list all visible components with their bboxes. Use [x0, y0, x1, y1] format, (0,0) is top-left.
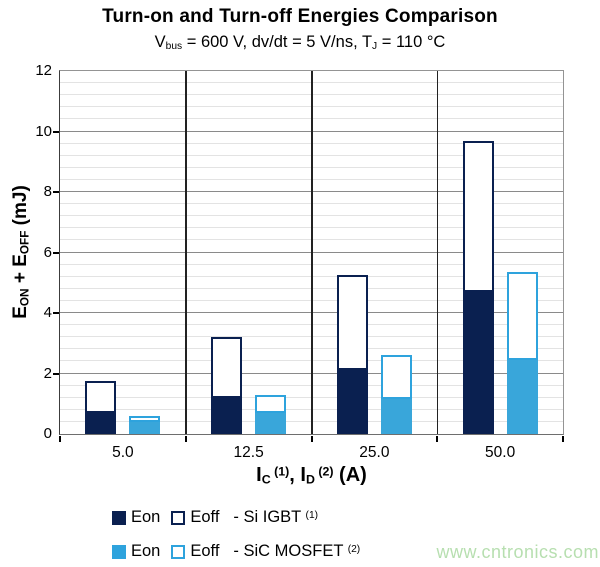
y-tick-label: 6 [43, 243, 52, 261]
category-divider [185, 71, 187, 434]
legend-row-si-igbt: Eon Eoff - Si IGBT (1) [112, 508, 318, 527]
x-tick-mark [59, 435, 61, 442]
category-divider [311, 71, 313, 434]
category-divider [436, 71, 439, 434]
bar-segment-eon-si-igbt [336, 370, 368, 434]
bar-segment-eoff-sic-mosfet [380, 355, 412, 400]
y-tick-mark [53, 372, 59, 375]
x-category-label: 50.0 [485, 444, 516, 461]
bar-segment-eoff-si-igbt [85, 381, 117, 413]
legend-swatch-eoff-sic-mosfet [171, 544, 186, 559]
legend-label-eoff-sic: Eoff [190, 542, 220, 560]
bar-segment-eoff-sic-mosfet [255, 394, 287, 413]
bar-segment-eon-sic-mosfet [506, 359, 538, 434]
x-axis-title: IC (1), ID (2) (A) [256, 464, 367, 487]
bar-segment-eoff-si-igbt [462, 140, 494, 292]
y-tick-mark [53, 312, 59, 314]
chart-subtitle: Vbus = 600 V, dv/dt = 5 V/ns, TJ = 110 °… [154, 33, 446, 52]
bar-segment-eon-si-igbt [211, 397, 243, 434]
bar-segment-eon-sic-mosfet [255, 412, 287, 434]
bar-segment-eoff-si-igbt [211, 337, 243, 398]
y-tick-label: 10 [35, 122, 52, 140]
x-tick-mark [562, 435, 564, 442]
x-category-label: 12.5 [233, 444, 264, 461]
y-tick-mark [53, 251, 59, 254]
chart-title: Turn-on and Turn-off Energies Comparison [102, 6, 498, 27]
y-tick-mark [53, 130, 59, 133]
y-tick-mark [53, 191, 59, 193]
x-category-label: 25.0 [359, 444, 390, 461]
legend-swatch-eoff-si-igbt [171, 510, 186, 525]
x-category-label: 5.0 [112, 444, 134, 461]
legend-device-sic-mosfet: - SiC MOSFET (2) [233, 542, 361, 560]
legend-swatch-eon-sic-mosfet [112, 544, 126, 559]
bar-segment-eoff-sic-mosfet [129, 415, 161, 422]
bar-segment-eoff-si-igbt [336, 275, 368, 371]
legend-row-sic-mosfet: Eon Eoff - SiC MOSFET (2) [112, 542, 360, 561]
plot-area: 0 2 4 6 8 10 12 5.0 12.5 25.0 50.0 [35, 62, 564, 461]
bar-segment-eon-sic-mosfet [129, 421, 161, 434]
legend-swatch-eon-si-igbt [112, 510, 126, 525]
x-tick-mark [184, 435, 187, 442]
bar-segment-eon-si-igbt [85, 412, 117, 434]
legend-label-eon-sic: Eon [131, 542, 161, 560]
x-tick-mark [310, 435, 313, 442]
legend-label-eoff-si: Eoff [190, 508, 220, 526]
bar-segment-eoff-sic-mosfet [506, 272, 538, 360]
watermark: www.cntronics.com [436, 542, 599, 562]
y-tick-label: 12 [35, 62, 52, 79]
bar-segment-eon-sic-mosfet [380, 399, 412, 434]
y-tick-label: 4 [43, 304, 52, 321]
legend-device-si-igbt: - Si IGBT (1) [233, 508, 319, 526]
legend-label-eon-si: Eon [131, 508, 161, 526]
y-tick-label: 2 [43, 364, 52, 382]
y-tick-label: 0 [43, 425, 52, 442]
x-tick-mark [436, 435, 439, 442]
y-tick-label: 8 [43, 183, 52, 200]
bar-segment-eon-si-igbt [462, 291, 494, 434]
